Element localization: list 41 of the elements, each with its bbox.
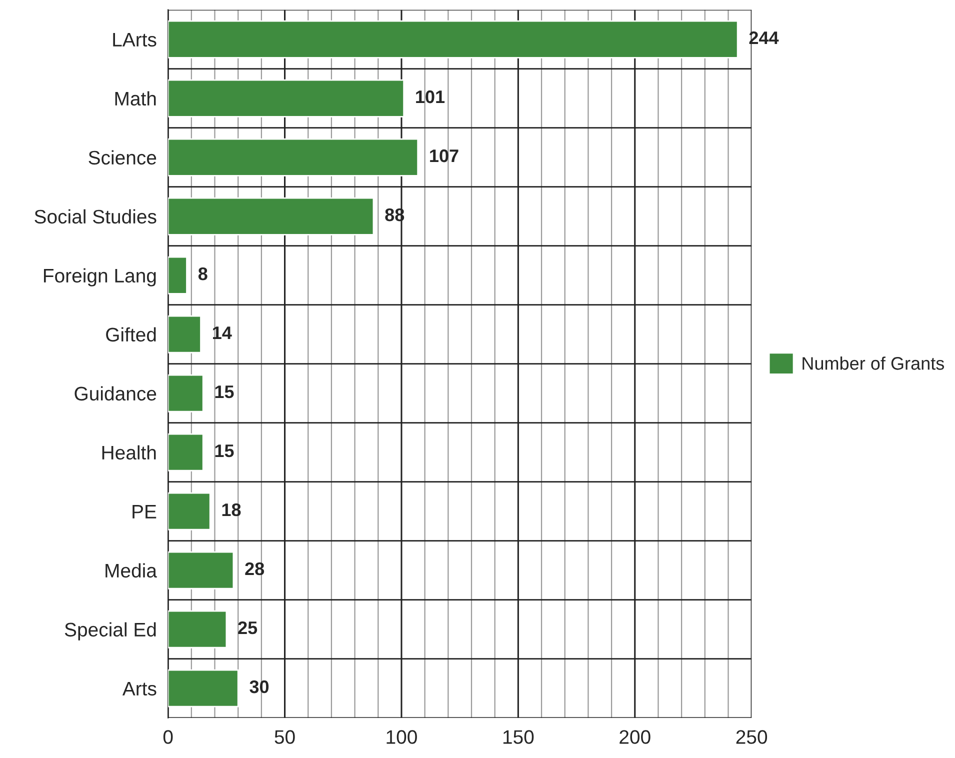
y-tick-label: Social Studies	[34, 209, 156, 224]
data-label: 15	[215, 444, 234, 458]
data-label: 28	[245, 562, 264, 576]
y-tick-label: Media	[106, 563, 157, 578]
x-tick-label: 250	[736, 730, 768, 744]
y-tick-label: Gifted	[106, 327, 156, 342]
y-tick-label: Health	[102, 445, 156, 460]
data-label: 30	[250, 680, 269, 694]
y-tick-label: LArts	[113, 33, 156, 47]
x-tick-label: 50	[274, 730, 295, 744]
data-label: 25	[238, 621, 258, 634]
data-label: 101	[416, 90, 445, 104]
y-tick-label: Math	[115, 91, 156, 106]
y-tick-label: Special Ed	[64, 622, 156, 640]
bar	[168, 197, 374, 236]
y-tick-label: PE	[132, 505, 156, 518]
data-label: 14	[213, 326, 232, 340]
data-label: 8	[198, 267, 208, 280]
y-tick-label: Arts	[122, 682, 156, 696]
y-tick-label: Guidance	[74, 386, 156, 401]
bar	[168, 79, 405, 118]
legend-label: Number of Grants	[802, 356, 944, 370]
bar	[168, 315, 202, 354]
x-tick-label: 150	[503, 730, 534, 744]
data-label: 18	[222, 503, 241, 516]
bar	[168, 374, 204, 412]
y-tick-label: Foreign Lang	[44, 268, 156, 286]
y-tick-label: Science	[88, 150, 156, 165]
bar	[168, 610, 228, 648]
bar	[168, 492, 211, 530]
data-label: 107	[430, 149, 458, 162]
data-label: 15	[215, 386, 234, 398]
bar	[168, 669, 239, 708]
x-tick-label: 0	[163, 730, 173, 744]
bar	[168, 138, 419, 176]
bar	[168, 551, 234, 590]
x-tick-label: 200	[620, 730, 650, 744]
bar	[168, 433, 204, 472]
x-tick-label: 100	[386, 730, 417, 744]
bar	[168, 256, 188, 294]
bar	[168, 20, 738, 58]
